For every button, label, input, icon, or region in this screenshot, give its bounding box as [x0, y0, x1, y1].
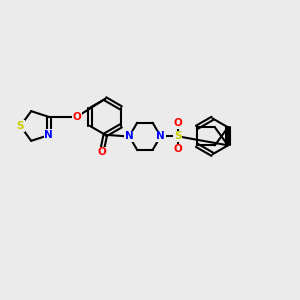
- Text: N: N: [44, 130, 53, 140]
- Text: N: N: [125, 131, 134, 141]
- Text: O: O: [97, 147, 106, 157]
- Text: O: O: [173, 118, 182, 128]
- Text: O: O: [72, 112, 81, 122]
- Text: O: O: [173, 144, 182, 154]
- Text: S: S: [17, 121, 24, 131]
- Text: S: S: [174, 131, 182, 141]
- Text: N: N: [156, 131, 165, 141]
